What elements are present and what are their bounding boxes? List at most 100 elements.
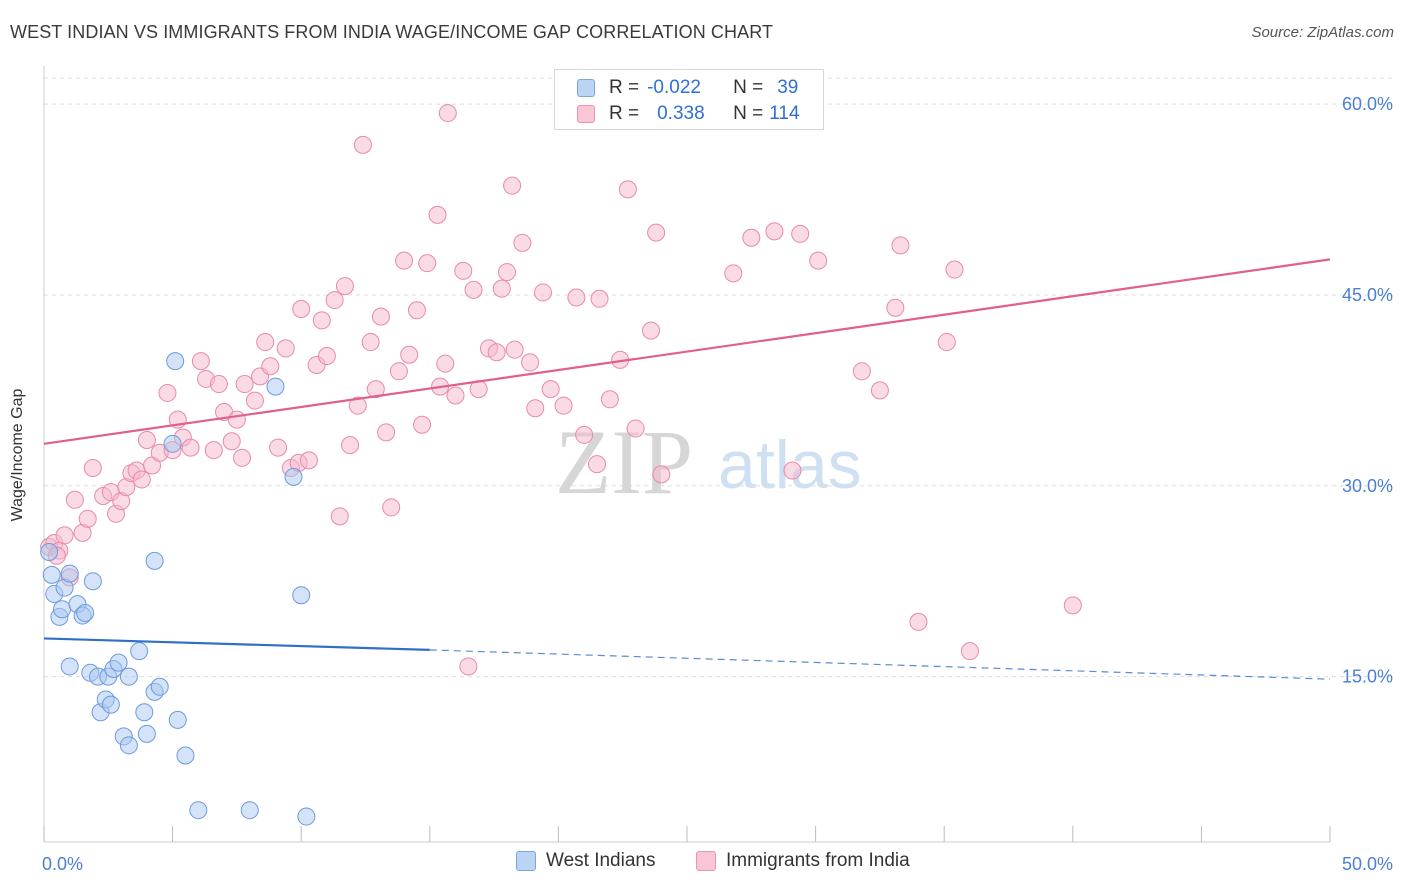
y-tick-label: 60.0% (1342, 94, 1393, 114)
data-point (852, 362, 871, 381)
data-point (233, 448, 252, 467)
correlation-legend: R = -0.022 N = 39 R = 0.338 N = 114 (554, 69, 824, 130)
data-point (366, 380, 385, 399)
data-point (227, 410, 246, 429)
data-point (554, 396, 573, 415)
series-legend: West Indians Immigrants from India (0, 850, 1406, 880)
data-point (446, 386, 465, 405)
data-point (407, 301, 426, 320)
data-point (487, 343, 506, 362)
data-point (377, 423, 396, 442)
data-point (960, 642, 979, 661)
data-point (83, 572, 102, 591)
data-point (395, 251, 414, 270)
data-point (438, 104, 457, 123)
series-legend-swatch-pink (696, 851, 716, 871)
data-point (150, 677, 169, 696)
data-point (101, 695, 120, 714)
data-point (909, 612, 928, 631)
y-tick-label: 15.0% (1342, 667, 1393, 687)
data-point (937, 333, 956, 352)
data-point (428, 205, 447, 224)
data-point (335, 277, 354, 296)
data-point (132, 470, 151, 489)
y-tick-label: 30.0% (1342, 476, 1393, 496)
data-point (65, 490, 84, 509)
data-point (256, 333, 275, 352)
data-point (513, 233, 532, 252)
data-point (266, 377, 285, 396)
data-point (158, 383, 177, 402)
data-point (492, 279, 511, 298)
data-point (541, 380, 560, 399)
x-tick-label: 50.0% (1342, 854, 1393, 874)
data-point (191, 352, 210, 371)
data-point (353, 135, 372, 154)
legend-row-west-indians: R = -0.022 N = 39 (577, 75, 798, 101)
data-point (292, 586, 311, 605)
data-point (618, 180, 637, 199)
data-point (292, 299, 311, 318)
data-point (647, 223, 666, 242)
data-point (145, 551, 164, 570)
data-point (533, 283, 552, 302)
legend-n-label: N = (733, 103, 764, 124)
data-point (400, 345, 419, 364)
data-point (235, 375, 254, 394)
data-point (137, 724, 156, 743)
axes (43, 66, 1331, 843)
data-point (600, 390, 619, 409)
data-point (436, 354, 455, 373)
data-point (497, 263, 516, 282)
legend-r-label: R = (609, 77, 640, 98)
data-point (382, 498, 401, 517)
data-point (312, 311, 331, 330)
data-point (284, 467, 303, 486)
data-point (137, 431, 156, 450)
watermark: ZIP atlas (555, 411, 862, 513)
data-point (76, 604, 95, 623)
legend-n-value: 114 (769, 103, 800, 124)
data-point (791, 224, 810, 243)
data-point (204, 441, 223, 460)
data-point (505, 340, 524, 359)
data-point (135, 703, 154, 722)
data-point (341, 436, 360, 455)
data-point (240, 801, 259, 820)
data-point (652, 465, 671, 484)
data-point (361, 333, 380, 352)
legend-r-value: 0.338 (657, 103, 705, 124)
data-point (724, 264, 743, 283)
data-point (269, 438, 288, 457)
data-point (60, 564, 79, 583)
trend-lines (43, 258, 1331, 680)
y-tick-labels: 15.0% 30.0% 45.0% 60.0% (1342, 94, 1393, 686)
data-point (297, 807, 316, 826)
data-point (189, 801, 208, 820)
data-point (870, 381, 889, 400)
data-point (459, 657, 478, 676)
data-point (454, 261, 473, 280)
data-point (587, 455, 606, 474)
watermark-zip: ZIP (555, 411, 693, 513)
data-point (163, 434, 182, 453)
data-point (389, 362, 408, 381)
series-immigrants-from-india-points (40, 104, 1082, 676)
data-point (53, 600, 72, 619)
x-tick-label: 0.0% (42, 854, 83, 874)
data-point (783, 461, 802, 480)
data-point (330, 507, 349, 526)
data-point (109, 653, 128, 672)
series-legend-west-indians: West Indians (516, 850, 655, 872)
chart-title: WEST INDIAN VS IMMIGRANTS FROM INDIA WAG… (10, 22, 774, 42)
legend-row-immigrants-from-india: R = 0.338 N = 114 (577, 101, 800, 127)
series-legend-label: Immigrants from India (726, 850, 910, 871)
data-point (130, 642, 149, 661)
data-point (765, 222, 784, 241)
data-point (371, 307, 390, 326)
data-point (60, 657, 79, 676)
data-point (348, 396, 367, 415)
data-point (641, 321, 660, 340)
data-point (626, 419, 645, 438)
